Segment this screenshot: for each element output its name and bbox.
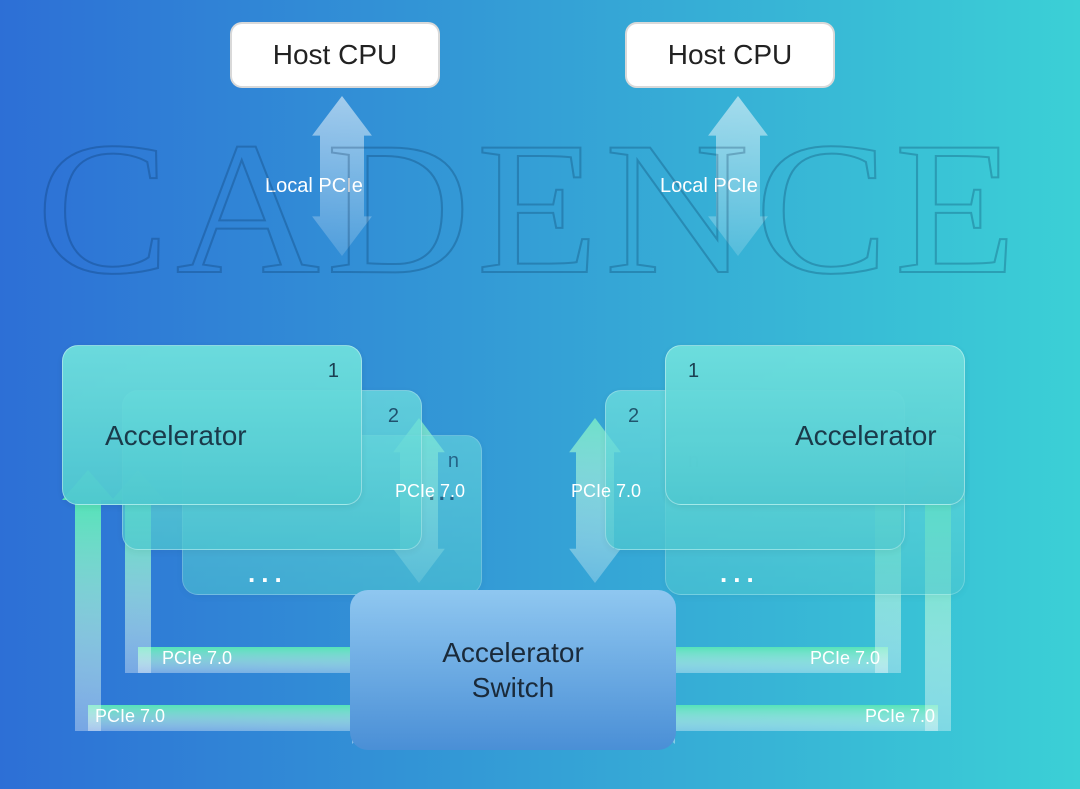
local-pcie-label-right: Local PCIe <box>660 175 758 198</box>
host-cpu-left: Host CPU <box>230 22 440 88</box>
host-cpu-label: Host CPU <box>668 39 792 71</box>
accelerator-title: Accelerator <box>795 420 937 452</box>
pcie70-label-l1: PCIe 7.0 <box>95 706 165 727</box>
host-cpu-right: Host CPU <box>625 22 835 88</box>
host-cpu-label: Host CPU <box>273 39 397 71</box>
pcie70-label-mid-right: PCIe 7.0 <box>571 481 641 502</box>
accelerator-title: Accelerator <box>105 420 247 452</box>
local-pcie-label-left: Local PCIe <box>265 175 363 198</box>
accelerator-switch: Accelerator Switch <box>350 590 676 750</box>
switch-line1: Accelerator <box>442 635 584 670</box>
dots-near-switch-right: ... <box>720 558 760 589</box>
pcie70-label-l0: PCIe 7.0 <box>162 648 232 669</box>
pcie70-label-r1: PCIe 7.0 <box>865 706 935 727</box>
pcie70-label-mid-left: PCIe 7.0 <box>395 481 465 502</box>
pcie70-label-r0: PCIe 7.0 <box>810 648 880 669</box>
watermark-text: CADENCE <box>37 100 1023 318</box>
dots-near-switch-left: ... <box>248 558 288 589</box>
switch-line2: Switch <box>472 670 554 705</box>
diagram-canvas: CADENCE Host CPU Host CPU Local PCIe Loc… <box>0 0 1080 789</box>
